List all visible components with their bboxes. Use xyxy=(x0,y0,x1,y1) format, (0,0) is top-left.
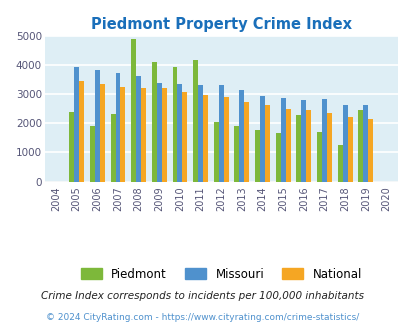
Bar xyxy=(218,85,223,182)
Text: © 2024 CityRating.com - https://www.cityrating.com/crime-statistics/: © 2024 CityRating.com - https://www.city… xyxy=(46,313,359,322)
Bar xyxy=(79,81,84,182)
Bar xyxy=(347,117,352,182)
Bar xyxy=(301,100,306,182)
Bar xyxy=(306,110,311,182)
Bar xyxy=(264,105,269,182)
Bar xyxy=(110,114,115,182)
Bar xyxy=(213,122,218,182)
Bar xyxy=(69,112,74,182)
Bar xyxy=(136,76,141,182)
Title: Piedmont Property Crime Index: Piedmont Property Crime Index xyxy=(91,17,351,32)
Bar xyxy=(131,39,136,182)
Bar xyxy=(172,67,177,182)
Bar xyxy=(141,88,146,182)
Bar xyxy=(100,84,104,182)
Bar xyxy=(285,109,290,182)
Bar xyxy=(151,62,156,182)
Bar xyxy=(326,113,331,182)
Bar xyxy=(223,97,228,182)
Bar xyxy=(193,60,198,182)
Bar xyxy=(337,145,342,182)
Bar xyxy=(182,92,187,182)
Bar xyxy=(198,85,202,182)
Bar xyxy=(156,83,161,182)
Bar xyxy=(316,132,321,182)
Bar xyxy=(260,96,264,182)
Bar xyxy=(120,86,125,182)
Bar xyxy=(358,110,362,182)
Bar xyxy=(90,126,95,182)
Bar xyxy=(202,95,207,182)
Bar xyxy=(74,67,79,182)
Bar xyxy=(95,70,100,182)
Bar xyxy=(296,115,301,182)
Bar xyxy=(280,98,285,182)
Bar xyxy=(234,126,239,182)
Bar xyxy=(362,105,367,182)
Bar xyxy=(239,90,244,182)
Bar xyxy=(321,99,326,182)
Bar xyxy=(115,74,120,182)
Legend: Piedmont, Missouri, National: Piedmont, Missouri, National xyxy=(76,263,366,285)
Text: Crime Index corresponds to incidents per 100,000 inhabitants: Crime Index corresponds to incidents per… xyxy=(41,291,364,301)
Bar xyxy=(254,130,260,182)
Bar xyxy=(244,102,249,182)
Bar xyxy=(161,88,166,182)
Bar xyxy=(177,84,182,182)
Bar xyxy=(275,133,280,182)
Bar xyxy=(367,119,372,182)
Bar xyxy=(342,105,347,182)
